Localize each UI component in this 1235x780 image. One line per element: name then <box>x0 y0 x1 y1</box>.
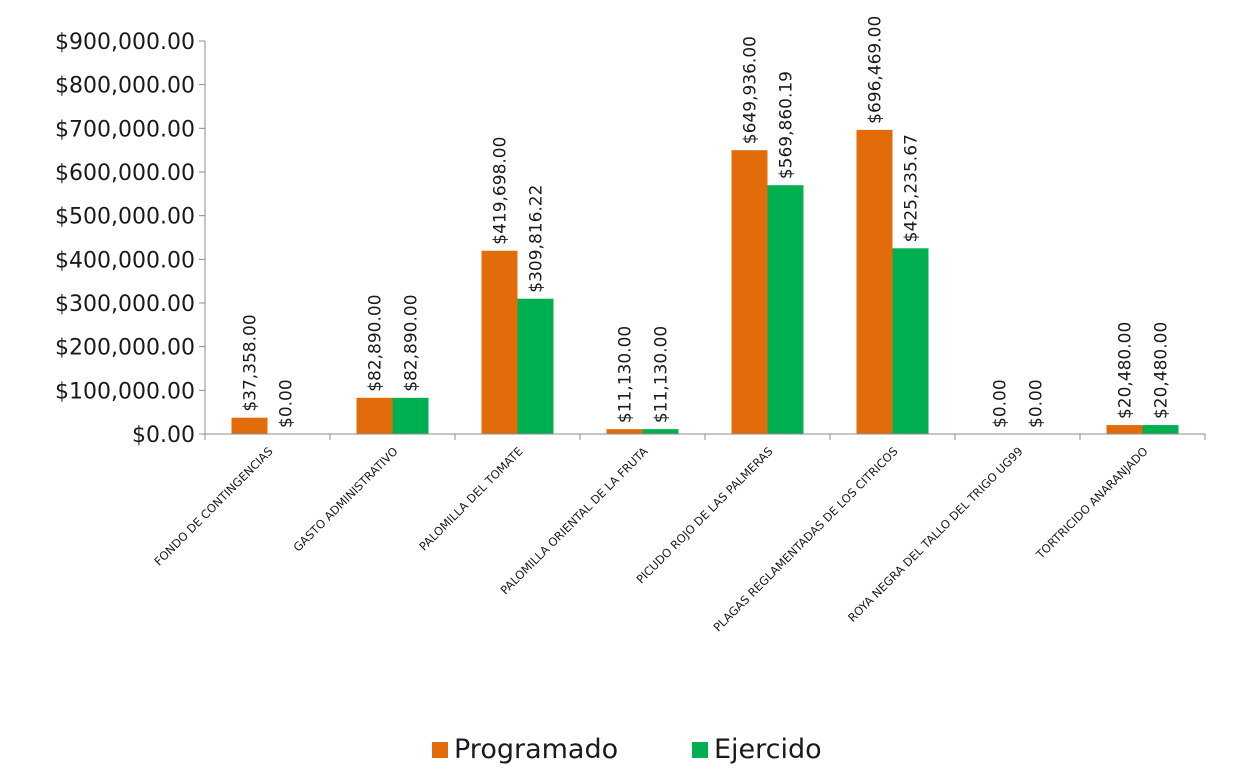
bar-programado-2 <box>481 250 518 434</box>
bar-ejercido-3 <box>642 429 679 434</box>
legend-label-ejercido: Ejercido <box>714 734 822 765</box>
data-label: $309,816.22 <box>527 185 547 293</box>
data-label: $0.00 <box>1027 379 1047 428</box>
data-label: $696,469.00 <box>866 16 886 124</box>
y-tick-label: $600,000.00 <box>55 161 195 186</box>
data-label: $0.00 <box>277 379 297 428</box>
x-category-label: PALOMILLA DEL TOMATE <box>416 444 525 553</box>
data-label: $425,235.67 <box>902 134 922 242</box>
data-label: $82,890.00 <box>402 294 422 391</box>
y-tick-label: $500,000.00 <box>55 205 195 230</box>
bar-ejercido-1 <box>392 397 429 434</box>
bar-programado-4 <box>731 150 768 434</box>
legend-swatch-ejercido <box>692 742 708 758</box>
x-category-label: PALOMILLA ORIENTAL DE LA FRUTA <box>498 444 651 597</box>
bar-ejercido-2 <box>517 298 554 434</box>
bar-ejercido-5 <box>892 248 929 434</box>
y-tick-label: $700,000.00 <box>55 117 195 142</box>
data-label: $20,480.00 <box>1116 322 1136 419</box>
x-category-label: PICUDO ROJO DE LAS PALMERAS <box>633 444 775 586</box>
y-tick-label: $100,000.00 <box>55 379 195 404</box>
bar-programado-3 <box>606 429 643 434</box>
x-category-label: FONDO DE CONTINGENCIAS <box>151 444 275 568</box>
y-tick-label: $400,000.00 <box>55 248 195 273</box>
bar-programado-7 <box>1106 425 1143 434</box>
data-label: $11,130.00 <box>616 326 636 423</box>
y-tick-label: $300,000.00 <box>55 292 195 317</box>
y-tick-label: $200,000.00 <box>55 336 195 361</box>
data-label: $37,358.00 <box>241 314 261 411</box>
data-label: $11,130.00 <box>652 326 672 423</box>
bar-programado-1 <box>356 397 393 434</box>
bar-ejercido-4 <box>767 185 804 434</box>
bar-programado-5 <box>856 129 893 435</box>
legend: Programado Ejercido <box>432 734 822 765</box>
data-label: $20,480.00 <box>1152 322 1172 419</box>
x-category-label: GASTO ADMINISTRATIVO <box>290 444 400 554</box>
y-axis: $0.00 $100,000.00 $200,000.00 $300,000.00 $4… <box>55 30 206 448</box>
bar-programado-0 <box>231 417 268 434</box>
legend-swatch-programado <box>432 742 448 758</box>
legend-label-programado: Programado <box>454 734 618 765</box>
bars <box>231 129 1179 435</box>
data-label: $82,890.00 <box>366 294 386 391</box>
x-category-label: TORTRICIDO ANARANJADO <box>1033 444 1151 562</box>
bar-ejercido-7 <box>1142 425 1179 434</box>
x-axis: FONDO DE CONTINGENCIAS GASTO ADMINISTRATI… <box>151 433 1206 634</box>
data-label: $0.00 <box>991 379 1011 428</box>
data-label: $569,860.19 <box>777 71 797 179</box>
y-tick-label: $800,000.00 <box>55 74 195 99</box>
data-labels: $37,358.00 $82,890.00 $419,698.00 $11,130.0… <box>241 16 1172 428</box>
data-label: $649,936.00 <box>741 36 761 144</box>
y-tick-label: $0.00 <box>132 423 195 448</box>
data-label: $419,698.00 <box>491 137 511 245</box>
y-tick-label: $900,000.00 <box>55 30 195 55</box>
